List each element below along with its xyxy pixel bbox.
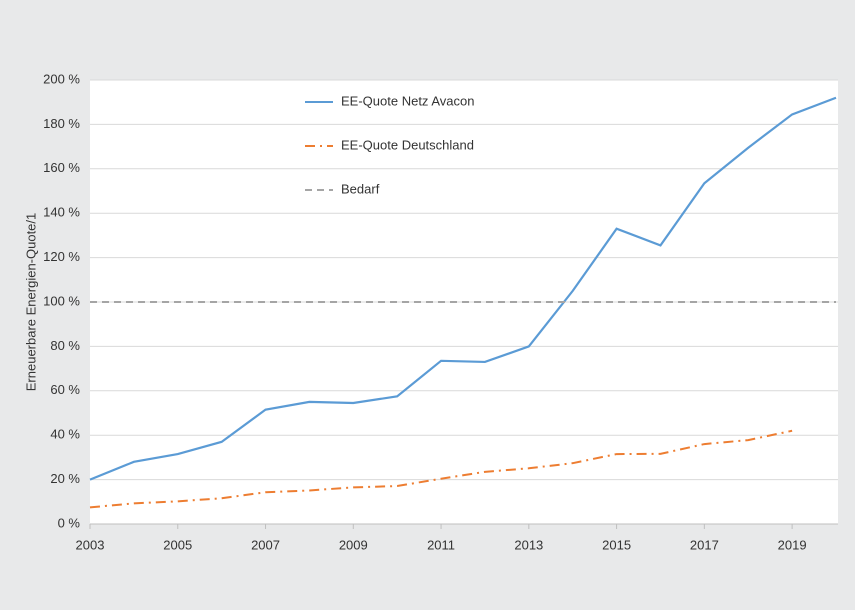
y-tick-label: 120 % bbox=[43, 249, 80, 264]
x-tick-label: 2003 bbox=[76, 537, 105, 552]
x-tick-label: 2017 bbox=[690, 537, 719, 552]
y-tick-label: 140 % bbox=[43, 205, 80, 220]
x-tick-label: 2009 bbox=[339, 537, 368, 552]
y-tick-label: 60 % bbox=[50, 382, 80, 397]
x-tick-label: 2015 bbox=[602, 537, 631, 552]
y-tick-label: 0 % bbox=[58, 515, 81, 530]
series-line bbox=[89, 96, 837, 481]
y-tick-label: 100 % bbox=[43, 293, 80, 308]
y-tick-label: 180 % bbox=[43, 116, 80, 131]
y-axis-label: Erneuerbare Energien-Quote/1 bbox=[23, 213, 38, 392]
x-tick-label: 2007 bbox=[251, 537, 280, 552]
x-tick-label: 2019 bbox=[778, 537, 807, 552]
y-tick-label: 80 % bbox=[50, 338, 80, 353]
y-tick-label: 160 % bbox=[43, 160, 80, 175]
y-tick-label: 40 % bbox=[50, 427, 80, 442]
series-line bbox=[89, 429, 793, 509]
x-tick-label: 2013 bbox=[514, 537, 543, 552]
y-tick-label: 20 % bbox=[50, 471, 80, 486]
x-tick-label: 2011 bbox=[427, 537, 455, 552]
legend-label: EE-Quote Deutschland bbox=[341, 137, 474, 152]
legend-label: EE-Quote Netz Avacon bbox=[341, 93, 474, 108]
legend-label: Bedarf bbox=[341, 181, 380, 196]
x-tick-label: 2005 bbox=[163, 537, 192, 552]
y-tick-label: 200 % bbox=[43, 71, 80, 86]
